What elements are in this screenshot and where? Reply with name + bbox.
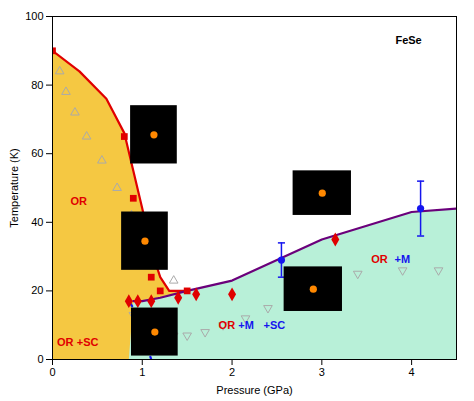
- svg-text:FeSe: FeSe: [395, 34, 421, 46]
- svg-text:Temperature (K): Temperature (K): [8, 148, 20, 227]
- svg-text:+SC: +SC: [77, 336, 99, 348]
- svg-text:+M: +M: [238, 319, 254, 331]
- svg-text:OR: OR: [70, 195, 87, 207]
- svg-text:20: 20: [31, 284, 43, 296]
- svg-text:2: 2: [229, 366, 235, 378]
- svg-text:OR: OR: [57, 336, 74, 348]
- svg-text:100: 100: [25, 10, 43, 22]
- svg-text:OR: OR: [371, 253, 388, 265]
- svg-text:OR: OR: [219, 319, 236, 331]
- svg-text:+M: +M: [395, 253, 411, 265]
- svg-text:1: 1: [139, 366, 145, 378]
- svg-text:+SC: +SC: [263, 319, 285, 331]
- svg-text:Pressure (GPa): Pressure (GPa): [216, 384, 292, 396]
- svg-text:60: 60: [31, 147, 43, 159]
- svg-text:0: 0: [37, 353, 43, 365]
- svg-text:0: 0: [49, 366, 55, 378]
- svg-text:80: 80: [31, 79, 43, 91]
- svg-text:4: 4: [409, 366, 415, 378]
- svg-text:3: 3: [319, 366, 325, 378]
- svg-text:40: 40: [31, 216, 43, 228]
